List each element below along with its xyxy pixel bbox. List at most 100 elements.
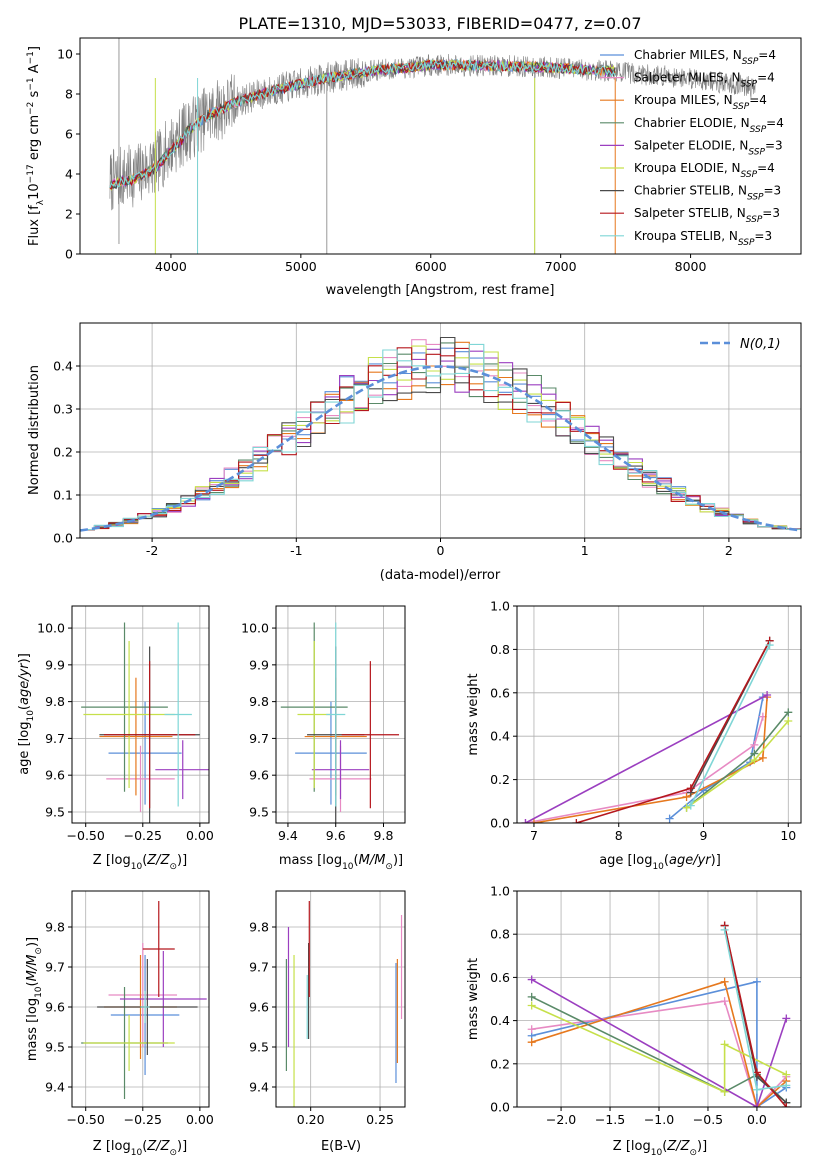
y-tick-label: 0.0 — [490, 816, 510, 831]
legend-entry: Salpeter STELIB, NSSP=3 — [634, 206, 780, 225]
weight-point-marker — [686, 801, 695, 810]
errorbar-point — [341, 661, 400, 809]
x-tick-label: −0.50 — [67, 1112, 105, 1127]
y-tick-label: 9.7 — [249, 731, 269, 746]
legend-entry: Salpeter MILES, NSSP=4 — [634, 71, 775, 90]
weight-point-marker — [784, 717, 793, 726]
residuals-ticks: -2 -1 0 1 2 0.0 0.1 0.2 0.3 0.4 — [53, 359, 733, 559]
y-tick-label: 9.5 — [45, 1040, 65, 1055]
y-tick-label: 9.6 — [45, 768, 65, 783]
x-tick-label: −1.5 — [595, 1112, 625, 1127]
age_vs_mass-ticks: 9.4 9.6 9.8 9.5 9.6 9.7 9.8 9.9 10.0 — [241, 621, 393, 843]
x-tick-label: 7000 — [545, 259, 577, 274]
weight-point-marker — [750, 740, 759, 749]
weight-point-marker — [752, 1068, 761, 1077]
y-tick-label: 0.2 — [490, 1056, 510, 1071]
weight-point-marker — [752, 1085, 761, 1094]
x-tick-label: -2 — [146, 543, 158, 558]
y-tick-label: 0.0 — [490, 1100, 510, 1115]
weight-point-marker — [750, 756, 759, 765]
weight_vs_age-grid — [517, 605, 801, 824]
y-tick-label: 9.8 — [45, 920, 65, 935]
spectrum-panel: 4000 5000 6000 7000 8000 0 2 4 6 8 10 wavelength [A… — [26, 37, 802, 298]
y-tick-label: 0.0 — [53, 531, 73, 546]
weight-series-line — [531, 980, 787, 1107]
y-tick-label: 0.8 — [490, 642, 510, 657]
weight-series-line — [690, 644, 771, 806]
legend-entry: Chabrier ELODIE, NSSP=4 — [634, 116, 784, 135]
y-tick-label: 0.2 — [490, 772, 510, 787]
errorbar-point — [140, 991, 150, 1023]
errorbar-point — [81, 622, 168, 792]
x-tick-label: 9.4 — [278, 828, 298, 843]
x-tick-label: 6000 — [415, 259, 447, 274]
x-tick-label: 7 — [530, 828, 538, 843]
legend-entry: Chabrier MILES, NSSP=4 — [634, 48, 776, 67]
y-axis-label: Flux [fλ10−17 erg cm−2 s−1 A−1] — [26, 46, 46, 246]
y-tick-label: 10.0 — [241, 621, 269, 636]
x-axis-label: mass [log10(M/M⊙)] — [279, 853, 403, 872]
mass_vs_Z-panel: −0.50 −0.25 0.00 9.4 9.5 9.6 9.7 9.8 Z [log10(Z/… — [25, 890, 214, 1158]
y-axis-label: Normed distribution — [27, 365, 42, 495]
y-axis-label: mass [log10(M/M⊙)] — [25, 937, 44, 1061]
mass_vs_ebv-grid — [276, 891, 405, 1107]
x-tick-label: 8 — [615, 828, 623, 843]
histogram-series — [80, 347, 801, 531]
x-axis-label: wavelength [Angstrom, rest frame] — [326, 283, 555, 298]
spectrum-ticks: 4000 5000 6000 7000 8000 0 2 4 6 8 10 — [57, 47, 706, 275]
model-spectrum-line — [109, 59, 616, 190]
x-tick-label: 0 — [437, 543, 445, 558]
errorbar-point — [99, 677, 173, 796]
y-tick-label: 9.4 — [249, 1080, 269, 1095]
weight-point-marker — [782, 1103, 791, 1107]
x-tick-label: 9 — [700, 828, 708, 843]
model-spectrum-line — [109, 58, 616, 188]
errorbar-point — [326, 622, 346, 807]
x-tick-label: 8000 — [675, 259, 707, 274]
age_vs_mass-plot-area — [280, 622, 400, 823]
age_vs_Z-plot-area — [81, 622, 209, 823]
errorbar-point — [142, 901, 175, 997]
mass_vs_ebv-plot-area — [285, 901, 403, 1107]
x-tick-label: 1 — [581, 543, 589, 558]
weight-point-marker — [682, 792, 691, 801]
errorbar-point — [297, 640, 331, 789]
weight-point-marker — [572, 819, 581, 823]
histogram-series — [80, 343, 801, 531]
x-axis-label: age [log10(age/yr)] — [599, 853, 721, 872]
weight-point-marker — [720, 925, 729, 934]
weight_vs_age-plot-area — [521, 636, 793, 823]
residuals-panel: -2 -1 0 1 2 0.0 0.1 0.2 0.3 0.4 (data-model)/error… — [27, 322, 802, 583]
weight_vs_age-frame — [516, 605, 802, 824]
legend-entry: Salpeter ELODIE, NSSP=3 — [634, 138, 783, 157]
weight-series-line — [525, 716, 764, 823]
y-tick-label: 9.6 — [249, 768, 269, 783]
weight_vs_Z-plot-area — [527, 921, 791, 1107]
y-tick-label: 1.0 — [490, 884, 510, 899]
weight-point-marker — [720, 997, 729, 1006]
x-tick-label: 0.25 — [366, 1112, 394, 1127]
legend-entry: Kroupa STELIB, NSSP=3 — [634, 229, 772, 248]
weight-series-line — [531, 1004, 787, 1094]
weight-point-marker — [758, 753, 767, 762]
x-tick-label: 9.6 — [326, 828, 346, 843]
weight-point-marker — [527, 1025, 536, 1034]
spectrum-frame — [79, 37, 802, 255]
normal-curve — [80, 365, 801, 532]
x-tick-label: -1 — [290, 543, 302, 558]
x-axis-label: Z [log10(Z/Z⊙)] — [93, 1139, 187, 1158]
spectrum-plot-area — [109, 38, 756, 254]
mass_vs_ebv-panel: 0.20 0.25 9.4 9.5 9.6 9.7 9.8 E(B-V) — [249, 890, 406, 1154]
x-tick-label: −1.0 — [644, 1112, 674, 1127]
y-tick-label: 8 — [65, 87, 73, 102]
age_vs_mass-panel: 9.4 9.6 9.8 9.5 9.6 9.7 9.8 9.9 10.0 mass [log10(… — [241, 605, 406, 872]
weight_vs_age-ticks: 7 8 9 10 0.0 0.2 0.4 0.6 0.8 1.0 — [490, 599, 796, 844]
y-tick-label: 9.7 — [45, 731, 65, 746]
weight-point-marker — [665, 814, 674, 823]
x-tick-label: 0.20 — [297, 1112, 325, 1127]
x-tick-label: 4000 — [155, 259, 187, 274]
age_vs_Z-frame — [71, 605, 210, 824]
weight_vs_Z-panel: −2.0 −1.5 −1.0 −0.5 0.0 0.0 0.2 0.4 0.6 0.8 1.0 Z [… — [466, 884, 802, 1158]
y-axis-label: mass weight — [466, 673, 481, 755]
x-tick-label: 9.8 — [374, 828, 394, 843]
